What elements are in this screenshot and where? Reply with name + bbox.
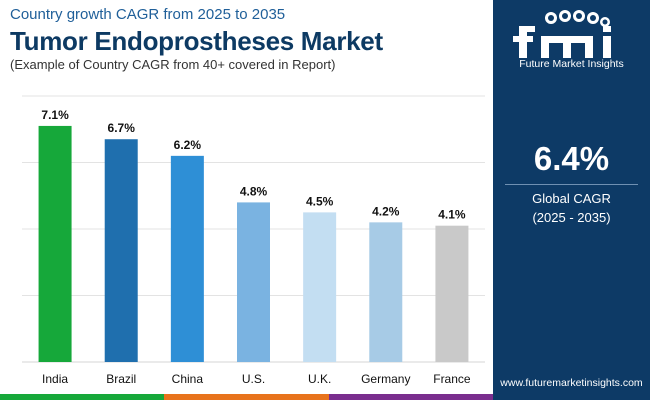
- bar-value-label: 4.2%: [372, 204, 400, 218]
- global-cagr-value: 6.4%: [533, 140, 610, 177]
- logo-caption: Future Market Insights: [519, 58, 624, 70]
- x-tick-label: U.S.: [242, 372, 265, 386]
- bar-germany: [369, 222, 403, 362]
- global-cagr-label-line2: (2025 - 2035): [532, 210, 611, 225]
- bar-value-label: 4.5%: [306, 194, 334, 208]
- strip-segment-orange: [164, 394, 329, 400]
- bar-india: [38, 125, 72, 362]
- bar-france: [435, 225, 469, 362]
- bar-value-label: 7.1%: [41, 108, 69, 122]
- bar-chart: 7.1% India 6.7% Brazil 6.2% China 4.8% U.S. 4.5%…: [22, 95, 485, 386]
- x-tick-label: U.K.: [308, 372, 331, 386]
- bar-value-label: 6.7%: [108, 121, 136, 135]
- bar-value-label: 4.1%: [438, 208, 466, 222]
- global-cagr-label: Global CAGR (2025 - 2035): [493, 189, 650, 227]
- bar-u-k: [303, 212, 337, 362]
- bar-value-label: 6.2%: [174, 138, 202, 152]
- chart-title: Tumor Endoprostheses Market: [10, 26, 383, 56]
- strip-segment-purple: [328, 394, 493, 400]
- bar-value-label: 4.8%: [240, 184, 268, 198]
- x-tick-label: Brazil: [106, 372, 136, 386]
- bar-brazil: [104, 139, 138, 362]
- stat-divider: [505, 184, 638, 185]
- bar-u-s: [237, 202, 270, 362]
- chart-subtitle: (Example of Country CAGR from 40+ covere…: [10, 57, 336, 72]
- bottom-color-strip: [0, 394, 493, 400]
- chart-kicker: Country growth CAGR from 2025 to 2035: [10, 6, 286, 23]
- bar-china: [170, 155, 204, 362]
- website-link[interactable]: www.futuremarketinsights.com: [500, 377, 643, 389]
- sidebar-panel: Future Market Insights 6.4% Global CAGR …: [493, 0, 650, 400]
- global-cagr-label-line1: Global CAGR: [532, 191, 611, 206]
- fmi-logo: [513, 10, 611, 58]
- x-tick-label: Germany: [361, 372, 410, 386]
- x-tick-label: India: [42, 372, 68, 386]
- strip-segment-green: [0, 394, 165, 400]
- x-tick-label: China: [172, 372, 204, 386]
- x-tick-label: France: [433, 372, 471, 386]
